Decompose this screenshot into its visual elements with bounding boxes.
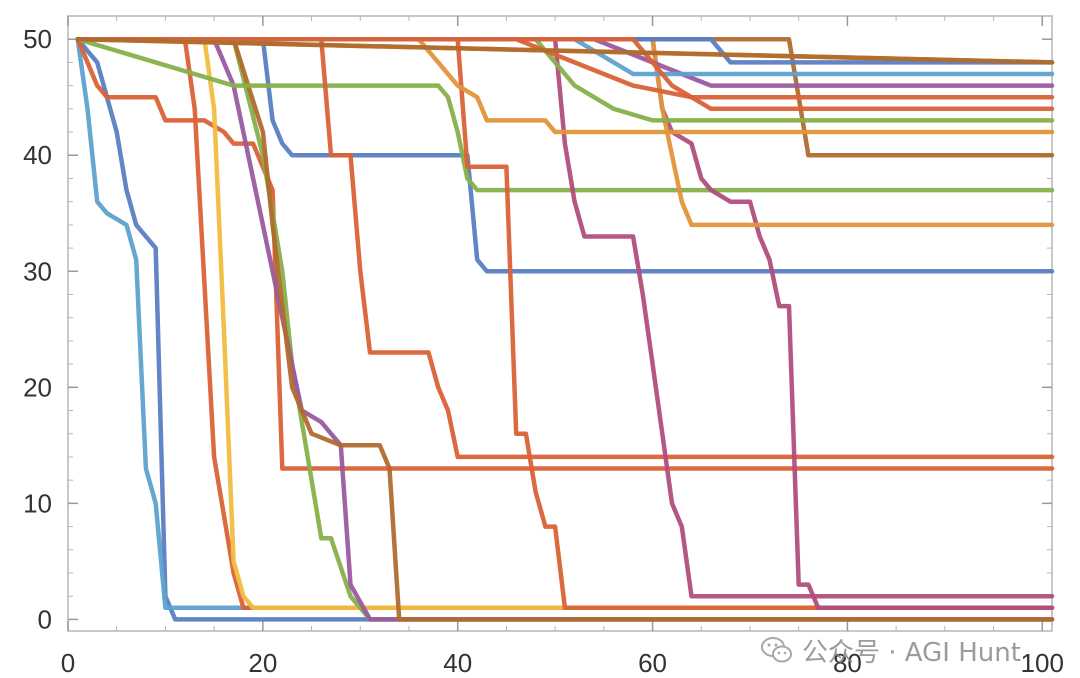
series-line-run-13 [75, 36, 1055, 611]
series-line-run-06 [75, 36, 1055, 611]
series-line-run-10 [75, 36, 1055, 274]
x-tick-label: 100 [1021, 648, 1064, 678]
y-tick-label: 40 [23, 140, 52, 170]
wechat-icon [761, 637, 792, 663]
y-tick-label: 50 [23, 24, 52, 54]
y-tick-label: 10 [23, 488, 52, 518]
x-tick-label: 0 [61, 648, 75, 678]
y-tick-label: 0 [38, 604, 52, 634]
series-line-run-15 [75, 36, 1055, 611]
watermark-text: 公众号 · AGI Hunt [802, 637, 1021, 668]
series-line-run-01 [75, 36, 1055, 622]
series-line-run-04 [75, 36, 1055, 471]
series-line-run-20 [75, 36, 1055, 100]
series-line-run-24 [75, 36, 1055, 112]
y-tick-label: 20 [23, 372, 52, 402]
series-layer [75, 36, 1055, 622]
series-line-run-25 [75, 36, 1055, 65]
series-line-run-07 [75, 36, 1055, 622]
series-line-run-14 [75, 36, 1055, 599]
watermark: 公众号 · AGI Hunt [760, 630, 1021, 670]
x-tick-label: 20 [248, 648, 277, 678]
plot-frame [67, 15, 1053, 632]
series-line-run-11 [75, 36, 1055, 193]
x-tick-label: 80 [833, 648, 862, 678]
series-line-run-12 [75, 36, 1055, 460]
x-tick-label: 60 [638, 648, 667, 678]
series-line-run-02 [75, 36, 1055, 611]
x-tick-label: 40 [443, 648, 472, 678]
series-line-run-09 [75, 36, 1055, 622]
y-tick-label: 30 [23, 256, 52, 286]
tick-labels: 0 20 40 60 80 100 0 10 20 30 40 50 [23, 24, 1064, 678]
